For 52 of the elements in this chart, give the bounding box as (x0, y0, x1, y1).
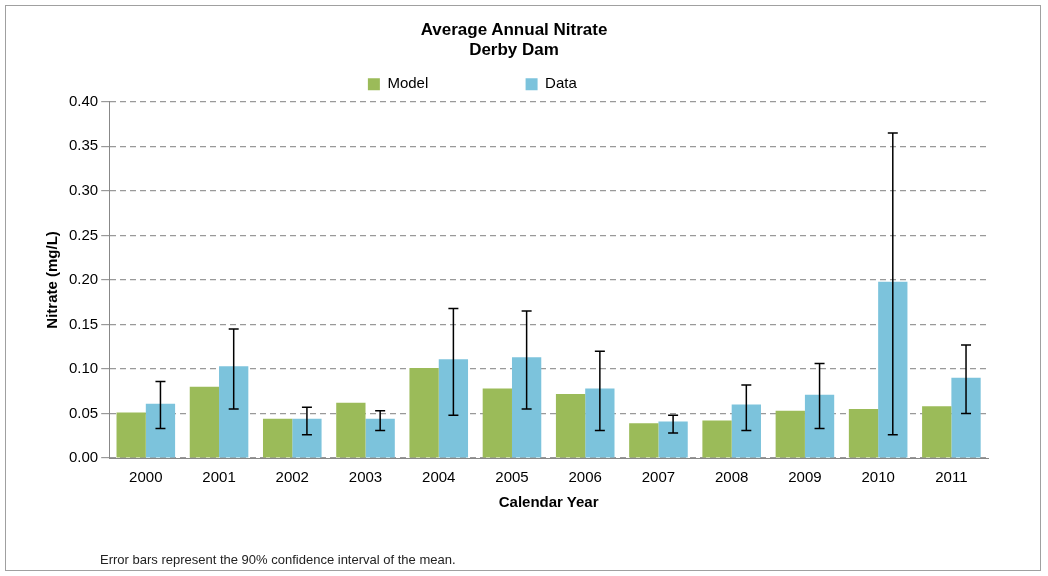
bar (922, 406, 952, 458)
bar (511, 357, 542, 458)
bar (848, 409, 879, 458)
x-tick-label: 2009 (788, 468, 822, 486)
x-tick-label: 2004 (422, 468, 456, 486)
x-axis-title: Calendar Year (498, 493, 599, 511)
y-tick-label: 0.40 (68, 91, 99, 109)
y-tick-label: 0.20 (68, 270, 99, 288)
text: Average Annual Nitrate (420, 19, 608, 39)
x-tick-label: 2003 (348, 468, 383, 486)
legend-label: Model (387, 74, 512, 92)
bar (629, 423, 659, 458)
bar (555, 393, 586, 458)
bar (292, 418, 322, 458)
bar (116, 412, 146, 458)
y-tick-label: 0.35 (68, 136, 99, 154)
x-tick-label: 2008 (714, 468, 749, 486)
x-tick-label: 2005 (495, 468, 529, 486)
bar (482, 388, 512, 458)
y-tick-label: 0.30 (68, 180, 99, 198)
bar (804, 394, 835, 458)
y-tick-label: 0.25 (68, 225, 99, 243)
y-axis-title: Nitrate (mg/L) (43, 231, 61, 329)
bar (336, 402, 366, 458)
bar (189, 386, 220, 458)
x-tick-label: 2010 (861, 468, 895, 486)
bar (878, 281, 908, 458)
x-tick-label: 2000 (129, 468, 163, 486)
text: Derby Dam (469, 40, 559, 60)
x-tick-label: 2006 (568, 468, 602, 486)
text: Error bars represent the 90% confidence interval of the mean. (100, 552, 456, 567)
bar (951, 377, 981, 458)
bar (145, 403, 176, 458)
y-tick-label: 0.00 (68, 448, 99, 466)
bar (409, 368, 439, 458)
bar (262, 418, 293, 458)
x-tick-label: 2007 (641, 468, 676, 486)
bar (731, 404, 761, 458)
bar (365, 418, 395, 458)
bar (702, 420, 732, 458)
y-tick-label: 0.05 (68, 403, 99, 421)
bar (585, 388, 615, 458)
x-tick-label: 2001 (202, 468, 236, 486)
bar (438, 359, 469, 458)
x-tick-label: 2011 (935, 468, 968, 486)
bar (658, 421, 688, 458)
x-tick-label: 2002 (275, 468, 309, 486)
bar (775, 410, 805, 458)
y-tick-label: 0.10 (68, 359, 99, 377)
y-tick-label: 0.15 (68, 314, 99, 332)
legend-label: Data (545, 74, 661, 92)
bar (219, 366, 249, 458)
